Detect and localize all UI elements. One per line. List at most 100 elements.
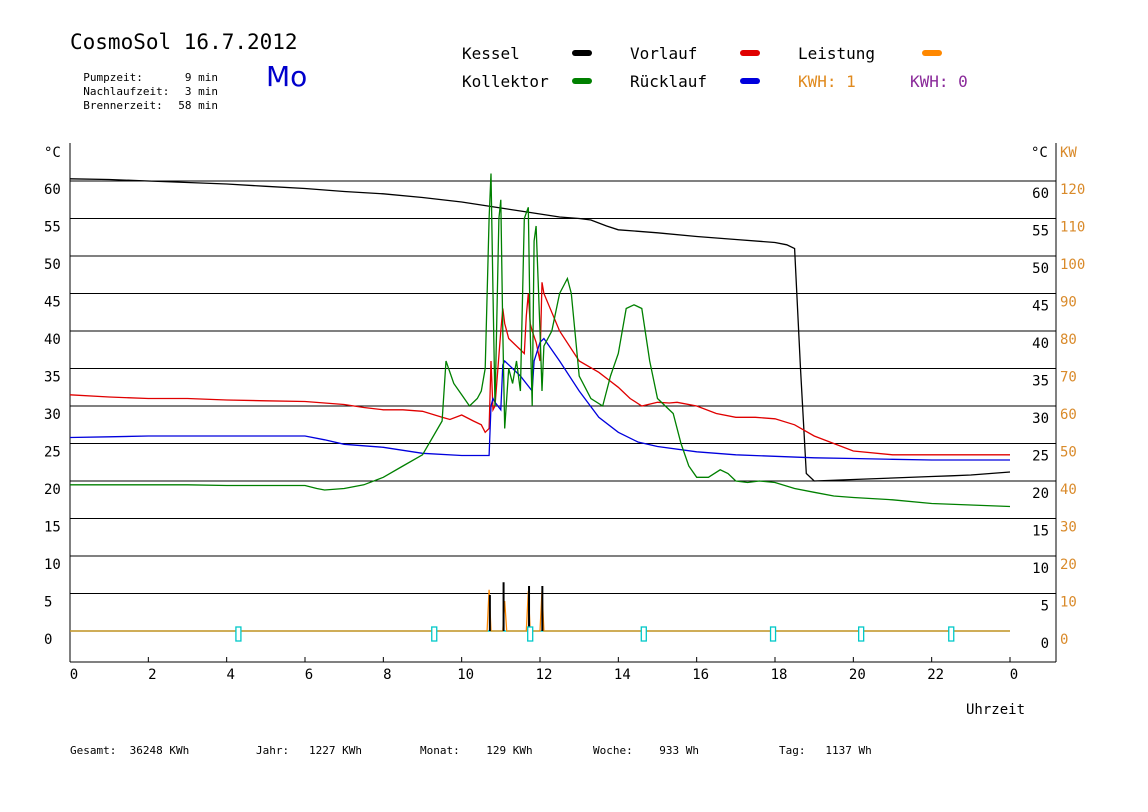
y-tick-label-right: 45 — [1032, 299, 1049, 315]
x-tick-label: 4 — [226, 667, 234, 683]
footer-value: 1137 Wh — [825, 744, 872, 757]
y-tick-label-left: 55 — [44, 220, 61, 236]
y-tick-label-left: 60 — [44, 182, 61, 198]
y2-kw-tick-label: 50 — [1060, 445, 1077, 461]
x-tick-label: 2 — [148, 667, 156, 683]
footer-label: Woche: — [593, 744, 633, 757]
y2-kw-tick-label: 110 — [1060, 220, 1085, 236]
y-tick-label-left: 30 — [44, 407, 61, 423]
y-unit-left: °C — [44, 145, 61, 161]
stat-label: Pumpzeit: — [83, 71, 143, 84]
footer-value: 129 KWh — [486, 744, 533, 757]
cyan-marker — [858, 626, 865, 642]
x-tick-label: 0 — [70, 667, 78, 683]
page-title: CosmoSol 16.7.2012 — [70, 30, 298, 54]
footer-label: Gesamt: — [70, 744, 117, 757]
y-tick-label-right: 35 — [1032, 374, 1049, 390]
footer-jahr: Jahr: 1227 KWh — [256, 744, 362, 757]
x-tick-label: 10 — [457, 667, 474, 683]
y2-kw-tick-label: 100 — [1060, 257, 1085, 273]
footer-woche: Woche: 933 Wh — [593, 744, 699, 757]
footer-value: 1227 KWh — [309, 744, 362, 757]
x-tick-label: 22 — [927, 667, 944, 683]
cyan-marker — [948, 626, 955, 642]
y2-kw-tick-label: 0 — [1060, 632, 1068, 648]
x-tick-label: 16 — [692, 667, 709, 683]
legend-swatch-ruecklauf — [740, 78, 760, 84]
y2-kw-tick-label: 60 — [1060, 407, 1077, 423]
series-line-vorlauf — [69, 282, 1010, 456]
footer-value: 36248 KWh — [129, 744, 190, 757]
cyan-marker — [235, 626, 242, 642]
y-tick-label-right: 15 — [1032, 524, 1049, 540]
y-tick-label-left: 15 — [44, 520, 61, 536]
x-tick-label: 12 — [536, 667, 553, 683]
y-tick-label-right: 60 — [1032, 186, 1049, 202]
y-tick-label-right: 0 — [1041, 636, 1049, 652]
y-tick-label-left: 35 — [44, 370, 61, 386]
y-tick-label-left: 0 — [44, 632, 52, 648]
footer-tag: Tag: 1137 Wh — [779, 744, 872, 757]
y-tick-label-left: 45 — [44, 295, 61, 311]
legend-label-kollektor: Kollektor — [462, 72, 549, 91]
x-tick-label: 6 — [305, 667, 313, 683]
cyan-marker — [769, 626, 777, 642]
series-line-leistung — [70, 589, 1010, 632]
y-unit-kw: KW — [1060, 145, 1077, 161]
legend-kwh-0: KWH: 0 — [910, 72, 968, 91]
y-unit-right: °C — [1031, 145, 1048, 161]
y-tick-label-right: 20 — [1032, 486, 1049, 502]
x-tick-label: 8 — [383, 667, 391, 683]
y-tick-label-right: 40 — [1032, 336, 1049, 352]
x-axis-label: Uhrzeit — [966, 702, 1025, 718]
y-tick-label-left: 5 — [44, 595, 52, 611]
y-tick-label-right: 5 — [1041, 599, 1049, 615]
y-tick-label-right: 55 — [1032, 224, 1049, 240]
y-tick-label-left: 20 — [44, 482, 61, 498]
y2-kw-tick-label: 70 — [1060, 370, 1077, 386]
y-tick-label-right: 30 — [1032, 411, 1049, 427]
y-tick-label-left: 25 — [44, 445, 61, 461]
legend-label-kessel: Kessel — [462, 44, 520, 63]
y-tick-label-left: 10 — [44, 557, 61, 573]
y2-kw-tick-label: 10 — [1060, 595, 1077, 611]
series-line-rcklauf — [69, 337, 1010, 461]
y2-kw-tick-label: 120 — [1060, 182, 1085, 198]
stat-label: Brennerzeit: — [83, 99, 163, 112]
stat-value: 9 min — [184, 71, 218, 84]
legend-kwh-1: KWH: 1 — [798, 72, 856, 91]
x-tick-label: 20 — [849, 667, 866, 683]
y2-kw-tick-label: 30 — [1060, 520, 1077, 536]
y-tick-label-left: 40 — [44, 332, 61, 348]
y-tick-label-right: 25 — [1032, 449, 1049, 465]
stat-value: 58 min — [178, 99, 218, 112]
series-line-kessel — [69, 178, 1011, 482]
stat-nachlaufzeit: Nachlaufzeit: 3 min — [70, 72, 218, 98]
legend-swatch-leistung — [922, 50, 942, 56]
legend-swatch-vorlauf — [740, 50, 760, 56]
stat-label: Nachlaufzeit: — [83, 85, 170, 98]
legend-swatch-kessel — [572, 50, 592, 56]
weekday-label: Mo — [266, 60, 308, 93]
footer-monat: Monat: 129 KWh — [420, 744, 533, 757]
legend-label-ruecklauf: Rücklauf — [630, 72, 708, 91]
x-tick-label: 14 — [614, 667, 631, 683]
y-tick-label-right: 10 — [1032, 561, 1049, 577]
stat-pumpzeit: Pumpzeit: 9 min — [70, 58, 218, 84]
y2-kw-tick-label: 80 — [1060, 332, 1077, 348]
cyan-marker — [640, 626, 647, 642]
stat-value: 3 min — [184, 85, 218, 98]
legend-swatch-kollektor — [572, 78, 592, 84]
x-tick-label: 18 — [771, 667, 788, 683]
footer-value: 933 Wh — [659, 744, 699, 757]
legend-label-leistung: Leistung — [798, 44, 876, 63]
y-tick-label-right: 50 — [1032, 261, 1049, 277]
legend-label-vorlauf: Vorlauf — [630, 44, 698, 63]
cyan-marker — [527, 626, 534, 642]
cyan-marker — [431, 626, 438, 642]
y2-kw-tick-label: 40 — [1060, 482, 1077, 498]
series-line-kollektor — [70, 173, 1011, 508]
footer-label: Tag: — [779, 744, 806, 757]
x-tick-label: 0 — [1010, 667, 1018, 683]
